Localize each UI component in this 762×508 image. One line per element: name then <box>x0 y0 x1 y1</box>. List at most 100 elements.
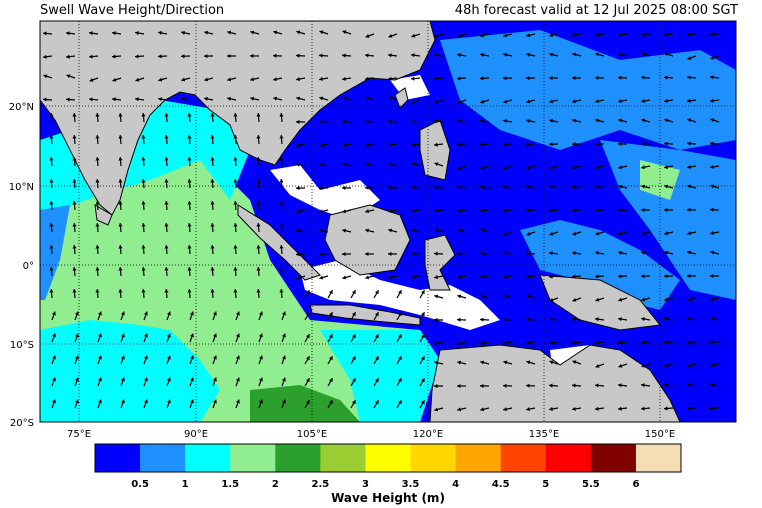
colorbar-tick-label: 5 <box>542 479 549 490</box>
arrowhead-icon <box>595 363 600 368</box>
arrowhead-icon <box>434 228 439 233</box>
arrowhead-icon <box>618 99 622 104</box>
arrowhead-icon <box>342 76 346 81</box>
arrowhead-icon <box>457 185 461 190</box>
arrowhead-icon <box>710 231 714 236</box>
arrowhead-icon <box>233 135 238 139</box>
arrowhead-icon <box>120 355 125 360</box>
arrowhead-icon <box>164 135 169 139</box>
arrowhead-icon <box>181 54 185 59</box>
arrowhead-icon <box>687 297 692 302</box>
arrowhead-icon <box>618 118 623 123</box>
arrowhead-icon <box>141 223 146 227</box>
arrowhead-icon <box>388 185 392 190</box>
arrowhead-icon <box>166 355 171 360</box>
arrowhead-icon <box>664 52 669 57</box>
arrowhead-icon <box>95 245 100 249</box>
arrowhead-icon <box>256 245 261 249</box>
arrowhead-icon <box>342 209 347 214</box>
arrowhead-icon <box>210 157 215 161</box>
arrowhead-icon <box>250 30 255 35</box>
map-frame <box>39 20 737 423</box>
arrowhead-icon <box>411 119 415 124</box>
arrowhead-icon <box>526 185 530 190</box>
arrowhead-icon <box>503 33 508 38</box>
lon-tick-120e: 120°E <box>413 429 443 440</box>
arrowhead-icon <box>572 274 576 279</box>
arrowhead-icon <box>572 142 576 147</box>
arrowhead-icon <box>480 274 484 279</box>
landmass-australia <box>429 344 681 422</box>
arrowhead-icon <box>51 399 56 404</box>
arrowhead-icon <box>503 317 507 322</box>
arrowhead-icon <box>49 289 54 293</box>
arrowhead-icon <box>664 363 669 368</box>
arrowhead-icon <box>365 185 369 190</box>
arrowhead-icon <box>319 30 324 35</box>
arrowhead-icon <box>118 267 123 271</box>
colorbar-tick-label: 3 <box>362 479 369 490</box>
arrowhead-icon <box>89 97 93 102</box>
arrowhead-icon <box>281 377 286 382</box>
arrowhead-icon <box>212 355 217 360</box>
swell-zone-blue-central <box>520 220 680 310</box>
colorbar-swatch <box>95 444 141 472</box>
arrowhead-icon <box>618 208 622 213</box>
arrowhead-icon <box>549 99 554 104</box>
arrowhead-icon <box>43 31 47 36</box>
arrowhead-icon <box>480 294 485 299</box>
arrowhead-icon <box>503 52 507 57</box>
arrowhead-icon <box>457 274 461 279</box>
colorbar-tick-label: 3.5 <box>402 479 420 490</box>
arrowhead-icon <box>279 289 284 293</box>
arrowhead-icon <box>618 231 623 236</box>
arrowhead-icon <box>204 96 208 101</box>
arrowhead-icon <box>342 228 347 233</box>
swell-zone-cyan-southeast <box>320 330 440 422</box>
arrowhead-icon <box>411 99 416 104</box>
arrowhead-icon <box>421 312 425 317</box>
arrowhead-icon <box>549 75 553 81</box>
arrowhead-icon <box>143 333 148 338</box>
arrowhead-icon <box>457 33 462 38</box>
arrowhead-icon <box>258 399 263 404</box>
arrowhead-icon <box>411 76 415 81</box>
arrowhead-icon <box>641 32 645 37</box>
arrowhead-icon <box>687 55 692 60</box>
arrowhead-icon <box>141 157 146 161</box>
colorbar-tick-label: 1.5 <box>221 479 239 490</box>
arrowhead-icon <box>388 53 392 58</box>
arrowhead-icon <box>457 99 462 104</box>
arrowhead-icon <box>710 340 714 345</box>
arrowhead-icon <box>49 245 54 249</box>
lon-tick-135e: 135°E <box>529 429 559 440</box>
arrowhead-icon <box>664 274 668 279</box>
arrowhead-icon <box>664 231 669 236</box>
landmass-sri-lanka <box>94 204 113 226</box>
arrowhead-icon <box>187 289 192 293</box>
arrowhead-icon <box>687 164 691 169</box>
arrowhead-icon <box>549 297 554 302</box>
arrowhead-icon <box>43 54 47 59</box>
arrowhead-icon <box>595 340 599 345</box>
arrowhead-icon <box>710 363 715 368</box>
arrowhead-icon <box>143 311 148 316</box>
arrowhead-icon <box>411 251 415 256</box>
arrowhead-icon <box>457 383 461 389</box>
arrowhead-icon <box>526 274 530 279</box>
arrowhead-icon <box>434 360 439 365</box>
arrowhead-icon <box>375 312 379 317</box>
arrowhead-icon <box>687 141 691 146</box>
arrowhead-icon <box>273 77 277 82</box>
arrowhead-icon <box>618 363 623 368</box>
lat-tick-10s: 10°S <box>10 340 34 351</box>
arrowhead-icon <box>503 165 508 170</box>
arrowhead-icon <box>595 317 599 322</box>
arrowhead-icon <box>342 252 346 257</box>
arrowhead-icon <box>641 406 645 411</box>
arrowhead-icon <box>210 135 215 139</box>
landmass-sulawesi <box>424 234 456 291</box>
arrowhead-icon <box>480 341 484 346</box>
arrowhead-icon <box>480 228 485 233</box>
